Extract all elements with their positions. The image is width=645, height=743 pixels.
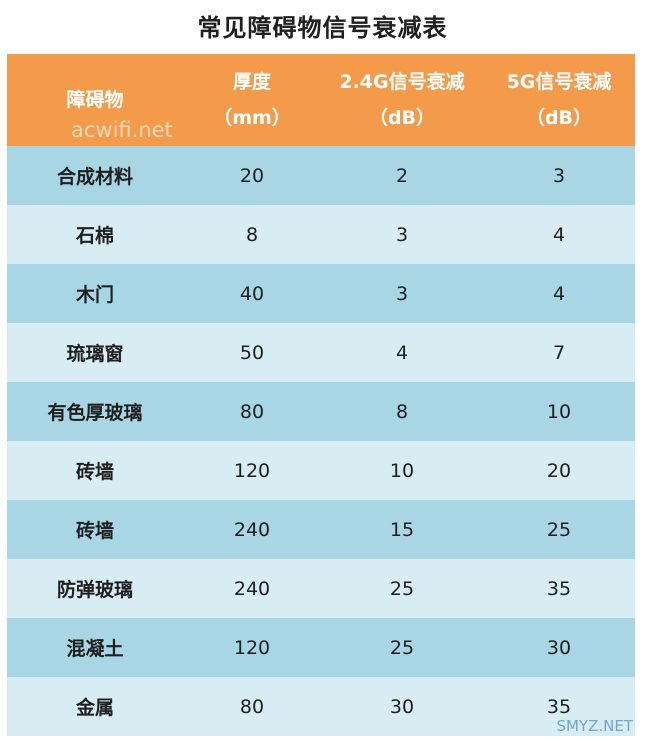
cell-5g: 4	[552, 282, 566, 305]
header-5g-label: 5G信号衰减	[506, 71, 612, 93]
cell-24g: 4	[395, 341, 409, 364]
table-row: 石棉 8 3 4	[7, 205, 635, 264]
cell-5g: 35	[546, 695, 572, 718]
header-obstacle-label: 障碍物	[66, 89, 124, 111]
table-row: 砖墙 240 15 25	[7, 500, 635, 559]
cell-5g: 4	[552, 223, 566, 246]
cell-24g: 3	[395, 282, 409, 305]
cell-obstacle: 防弹玻璃	[56, 579, 133, 601]
watermark-acwifi: acwifi.net	[71, 118, 173, 142]
table-body: 合成材料 20 2 3 石棉 8 3 4 木门 40 3 4 琉璃窗 50 4 7 有色厚玻璃 80 8 10 砖墙 12…	[7, 146, 635, 736]
header-24g: 2.4G信号衰减 （dB）	[321, 54, 483, 146]
cell-24g: 30	[389, 695, 415, 718]
watermark-smyz: SMYZ.NET	[556, 717, 633, 735]
cell-obstacle: 木门	[75, 284, 114, 306]
table-row: 有色厚玻璃 80 8 10	[7, 382, 635, 441]
cell-thickness: 120	[233, 459, 271, 482]
table-header: 障碍物 厚度 （mm） 2.4G信号衰减 （dB） 5G信号衰减 （dB） ac…	[7, 54, 635, 146]
cell-thickness: 80	[239, 400, 265, 423]
cell-obstacle: 有色厚玻璃	[47, 402, 143, 424]
cell-thickness: 20	[239, 164, 265, 187]
cell-24g: 3	[395, 223, 409, 246]
table-row: 砖墙 120 10 20	[7, 441, 635, 500]
cell-thickness: 50	[239, 341, 265, 364]
cell-5g: 25	[546, 518, 572, 541]
cell-5g: 35	[546, 577, 572, 600]
header-thickness: 厚度 （mm）	[183, 54, 321, 146]
page-title: 常见障碍物信号衰减表	[197, 13, 448, 42]
cell-24g: 15	[389, 518, 415, 541]
cell-24g: 8	[395, 400, 409, 423]
cell-24g: 10	[389, 459, 415, 482]
cell-5g: 30	[546, 636, 572, 659]
cell-thickness: 240	[233, 577, 271, 600]
header-24g-label: 2.4G信号衰减	[339, 71, 465, 93]
cell-5g: 3	[552, 164, 566, 187]
header-5g: 5G信号衰减 （dB）	[483, 54, 635, 146]
cell-thickness: 80	[239, 695, 265, 718]
cell-obstacle: 混凝土	[66, 638, 124, 660]
table-row: 合成材料 20 2 3	[7, 146, 635, 205]
table-row: 混凝土 120 25 30	[7, 618, 635, 677]
cell-obstacle: 砖墙	[75, 520, 114, 542]
cell-obstacle: 金属	[75, 697, 114, 719]
cell-5g: 7	[552, 341, 566, 364]
table-row: 木门 40 3 4	[7, 264, 635, 323]
table-row: 琉璃窗 50 4 7	[7, 323, 635, 382]
cell-5g: 20	[546, 459, 572, 482]
attenuation-table: 障碍物 厚度 （mm） 2.4G信号衰减 （dB） 5G信号衰减 （dB） ac…	[7, 54, 635, 736]
cell-thickness: 8	[245, 223, 259, 246]
cell-obstacle: 琉璃窗	[66, 343, 124, 365]
header-thickness-label: 厚度	[232, 71, 271, 93]
cell-24g: 25	[389, 636, 415, 659]
header-5g-unit: （dB）	[525, 107, 593, 129]
cell-24g: 2	[395, 164, 409, 187]
header-thickness-unit: （mm）	[213, 107, 291, 129]
cell-obstacle: 石棉	[75, 225, 114, 247]
cell-24g: 25	[389, 577, 415, 600]
header-obstacle: 障碍物	[7, 54, 183, 146]
cell-5g: 10	[546, 400, 572, 423]
cell-thickness: 40	[239, 282, 265, 305]
header-24g-unit: （dB）	[368, 107, 436, 129]
cell-thickness: 120	[233, 636, 271, 659]
cell-obstacle: 合成材料	[56, 166, 133, 188]
cell-thickness: 240	[233, 518, 271, 541]
table-row: 防弹玻璃 240 25 35	[7, 559, 635, 618]
table-row: 金属 80 30 35	[7, 677, 635, 736]
cell-obstacle: 砖墙	[75, 461, 114, 483]
